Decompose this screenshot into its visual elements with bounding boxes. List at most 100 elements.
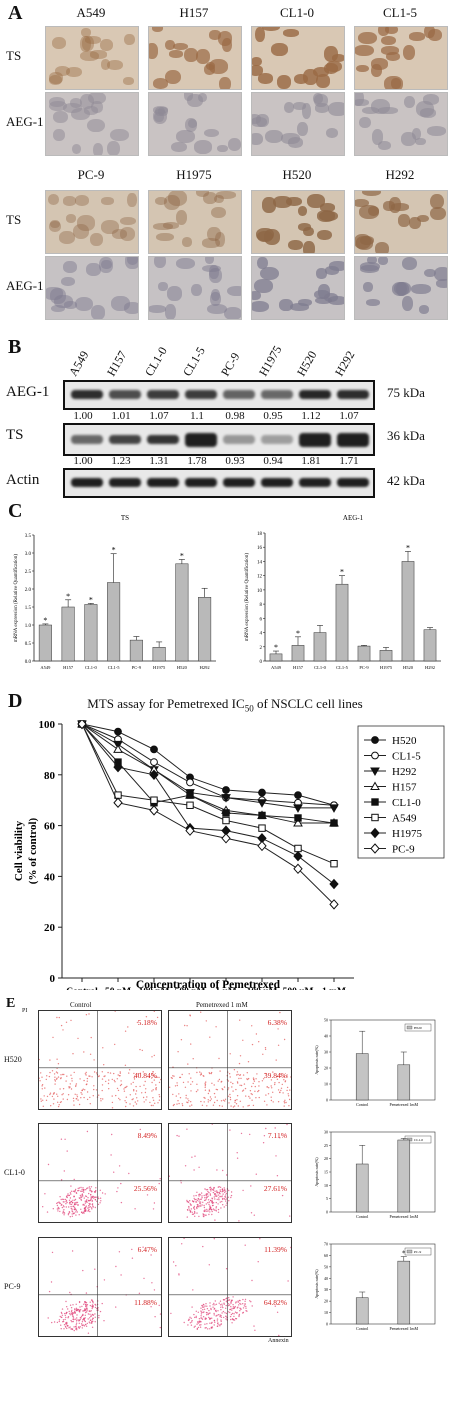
series-line xyxy=(81,723,335,865)
event-dot xyxy=(137,1100,139,1102)
stained-cell xyxy=(257,257,268,269)
event-dot xyxy=(70,1312,72,1314)
event-dot xyxy=(62,1212,64,1214)
micrograph-tile xyxy=(148,256,242,320)
event-dot xyxy=(145,1088,147,1090)
y-tick-label: 16 xyxy=(257,546,263,551)
event-dot xyxy=(194,1155,196,1157)
stained-cell xyxy=(90,232,103,246)
event-dot xyxy=(71,1210,73,1212)
event-dot xyxy=(206,1323,208,1325)
event-dot xyxy=(84,1089,86,1091)
data-point xyxy=(370,827,380,839)
stained-cell xyxy=(389,196,401,213)
stained-cell xyxy=(292,102,306,111)
event-dot xyxy=(94,1191,97,1193)
event-dot xyxy=(146,1194,149,1196)
event-dot xyxy=(217,1323,219,1325)
event-dot xyxy=(74,1190,76,1192)
event-dot xyxy=(184,1086,187,1088)
y-tick-label: 20 xyxy=(44,922,56,934)
event-dot xyxy=(195,1310,197,1312)
event-dot xyxy=(58,1320,60,1323)
lane-label-h292: H292 xyxy=(332,348,358,379)
event-dot xyxy=(211,1208,213,1211)
event-dot xyxy=(245,1305,247,1308)
micrograph-tile xyxy=(45,190,139,254)
flow-scatter-points: 8.49%25.56% xyxy=(39,1124,161,1222)
event-dot xyxy=(79,1306,81,1308)
event-dot xyxy=(94,1199,97,1201)
event-dot xyxy=(63,1201,65,1203)
event-dot xyxy=(80,1092,82,1094)
event-dot xyxy=(202,1215,204,1217)
event-dot xyxy=(263,1100,266,1102)
event-dot xyxy=(66,1196,68,1198)
y-tick-label: 20 xyxy=(324,1066,328,1071)
event-dot xyxy=(92,1302,94,1304)
event-dot xyxy=(235,1318,238,1320)
event-dot xyxy=(210,1072,212,1075)
stained-cell xyxy=(216,191,236,199)
event-dot xyxy=(207,1328,209,1330)
event-dot xyxy=(80,1315,83,1318)
stained-cell xyxy=(262,27,280,32)
event-dot xyxy=(191,1321,193,1323)
event-dot xyxy=(247,1105,249,1107)
event-dot xyxy=(203,1210,205,1212)
event-dot xyxy=(93,1196,96,1198)
event-dot xyxy=(46,1211,49,1213)
stained-cell xyxy=(356,64,369,72)
stained-cell xyxy=(213,194,224,204)
kda-label-aeg-1: 75 kDa xyxy=(387,385,425,400)
stained-cell xyxy=(380,46,399,55)
event-dot xyxy=(216,1198,218,1201)
event-dot xyxy=(281,1194,284,1197)
event-dot xyxy=(78,1214,80,1216)
bar xyxy=(355,1163,369,1213)
y-tick-label: 2.0 xyxy=(25,588,32,593)
event-dot xyxy=(119,1099,121,1101)
blot-strip-ts xyxy=(63,423,375,456)
event-dot xyxy=(247,1077,250,1080)
event-dot xyxy=(52,1103,55,1105)
event-dot xyxy=(64,1198,67,1201)
stained-cell xyxy=(380,35,396,46)
event-dot xyxy=(68,1327,70,1329)
event-dot xyxy=(276,1078,279,1080)
event-dot xyxy=(214,1304,216,1306)
stained-cell xyxy=(88,93,107,105)
event-dot xyxy=(264,1072,267,1075)
event-dot xyxy=(204,1085,206,1087)
stained-cell xyxy=(325,127,339,139)
event-dot xyxy=(63,1211,65,1214)
event-dot xyxy=(207,1313,209,1316)
event-dot xyxy=(216,1314,218,1317)
legend-box xyxy=(357,725,445,859)
event-dot xyxy=(139,1128,141,1131)
event-dot xyxy=(48,1075,51,1078)
legend-box xyxy=(404,1247,432,1256)
event-dot xyxy=(197,1205,199,1207)
data-point xyxy=(293,863,303,875)
event-dot xyxy=(221,1195,223,1197)
data-point xyxy=(293,818,303,827)
event-dot xyxy=(40,1100,42,1102)
y-tick-label: 60 xyxy=(324,1253,328,1258)
event-dot xyxy=(234,1099,236,1102)
event-dot xyxy=(209,1193,211,1195)
event-dot xyxy=(242,1298,244,1301)
x-tick-label: 1 uM xyxy=(215,987,236,990)
event-dot xyxy=(175,1265,177,1267)
event-dot xyxy=(223,1189,226,1192)
flow-scatter-points: 6.47%11.88% xyxy=(39,1238,162,1336)
event-dot xyxy=(209,1302,211,1304)
event-dot xyxy=(199,1201,202,1203)
event-dot xyxy=(114,1081,116,1083)
data-point xyxy=(258,811,266,820)
event-dot xyxy=(135,1093,137,1095)
stained-cell xyxy=(403,95,416,108)
significance-star: * xyxy=(66,592,70,601)
event-dot xyxy=(86,1083,88,1085)
event-dot xyxy=(83,1309,86,1311)
